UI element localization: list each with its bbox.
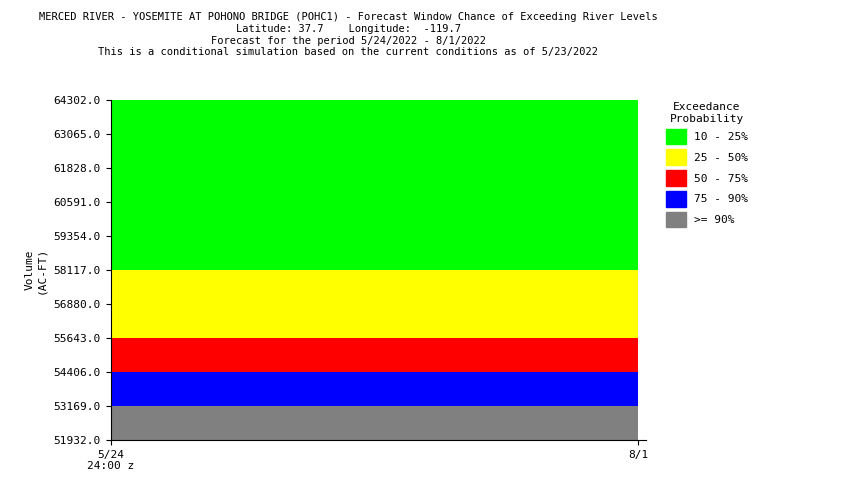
Bar [110, 406, 638, 440]
Y-axis label: Volume
(AC-FT): Volume (AC-FT) [25, 246, 47, 294]
Bar [110, 338, 638, 372]
Bar [110, 100, 638, 270]
Bar [110, 372, 638, 406]
Text: MERCED RIVER - YOSEMITE AT POHONO BRIDGE (POHC1) - Forecast Window Chance of Exc: MERCED RIVER - YOSEMITE AT POHONO BRIDGE… [39, 12, 658, 58]
Legend: 10 - 25%, 25 - 50%, 50 - 75%, 75 - 90%, >= 90%: 10 - 25%, 25 - 50%, 50 - 75%, 75 - 90%, … [662, 99, 751, 230]
Bar [110, 270, 638, 338]
